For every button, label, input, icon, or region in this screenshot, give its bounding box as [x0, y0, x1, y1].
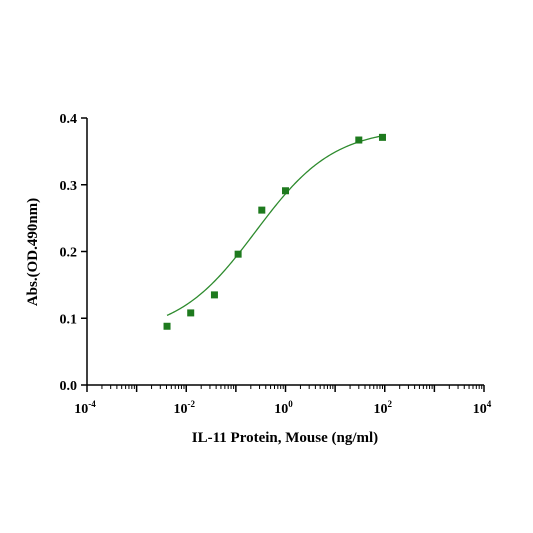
data-point — [378, 133, 386, 141]
data-point — [234, 250, 242, 258]
y-axis-title: Abs.(OD.490nm) — [25, 198, 41, 306]
x-tick-label: 10-4 — [74, 399, 96, 417]
x-axis-title: IL-11 Protein, Mouse (ng/ml) — [192, 430, 378, 446]
y-axis-ticks: 0.0 0.1 0.2 0.3 0.4 — [60, 112, 87, 394]
data-point — [355, 136, 363, 144]
x-tick-label: 104 — [473, 399, 492, 417]
data-points — [163, 133, 386, 330]
data-point — [282, 187, 289, 195]
fit-curve — [166, 135, 383, 316]
x-tick-label: 10-2 — [174, 399, 196, 417]
y-tick-label: 0.3 — [60, 179, 78, 194]
data-point — [187, 309, 195, 317]
data-point — [258, 206, 266, 214]
y-tick-label: 0.1 — [60, 312, 78, 327]
y-tick-label: 0.0 — [60, 379, 78, 394]
y-tick-label: 0.4 — [60, 112, 78, 127]
x-axis-ticks: 10-4 10-2 100 102 104 — [74, 385, 492, 417]
x-tick-label: 102 — [374, 399, 393, 417]
data-point — [210, 291, 218, 299]
x-tick-label: 100 — [274, 399, 293, 417]
data-point — [163, 322, 171, 330]
chart-axes — [86, 118, 484, 386]
y-tick-label: 0.2 — [60, 246, 78, 261]
